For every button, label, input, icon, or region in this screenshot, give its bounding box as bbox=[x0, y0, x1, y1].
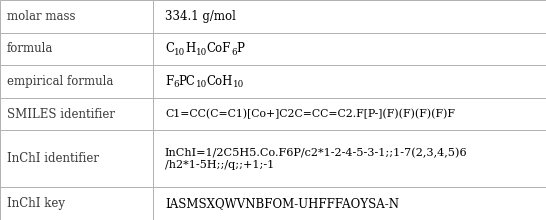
Text: PC: PC bbox=[179, 75, 195, 88]
Text: H: H bbox=[185, 42, 195, 55]
Text: molar mass: molar mass bbox=[7, 10, 75, 23]
Text: formula: formula bbox=[7, 42, 53, 55]
Text: 6: 6 bbox=[173, 81, 179, 90]
Text: 334.1 g/mol: 334.1 g/mol bbox=[165, 10, 236, 23]
Text: F: F bbox=[165, 75, 173, 88]
Text: InChI key: InChI key bbox=[7, 197, 64, 210]
Text: IASMSXQWVNBFOM-UHFFFAOYSA-N: IASMSXQWVNBFOM-UHFFFAOYSA-N bbox=[165, 197, 399, 210]
Text: 10: 10 bbox=[195, 81, 207, 90]
Text: /h2*1-5H;;/q;;+1;-1: /h2*1-5H;;/q;;+1;-1 bbox=[165, 160, 274, 170]
Text: 10: 10 bbox=[233, 81, 245, 90]
Text: 10: 10 bbox=[195, 48, 206, 57]
Text: P: P bbox=[236, 42, 245, 55]
Text: 6: 6 bbox=[231, 48, 236, 57]
Text: CoH: CoH bbox=[207, 75, 233, 88]
Text: SMILES identifier: SMILES identifier bbox=[7, 108, 115, 121]
Text: C: C bbox=[165, 42, 174, 55]
Text: empirical formula: empirical formula bbox=[7, 75, 113, 88]
Text: InChI identifier: InChI identifier bbox=[7, 152, 98, 165]
Text: InChI=1/2C5H5.Co.F6P/c2*1-2-4-5-3-1;;1-7(2,3,4,5)6: InChI=1/2C5H5.Co.F6P/c2*1-2-4-5-3-1;;1-7… bbox=[165, 148, 467, 158]
Text: 10: 10 bbox=[174, 48, 185, 57]
Text: C1=CC(C=C1)[Co+]C2C=CC=C2.F[P-](F)(F)(F)(F)F: C1=CC(C=C1)[Co+]C2C=CC=C2.F[P-](F)(F)(F)… bbox=[165, 109, 455, 119]
Text: CoF: CoF bbox=[206, 42, 231, 55]
